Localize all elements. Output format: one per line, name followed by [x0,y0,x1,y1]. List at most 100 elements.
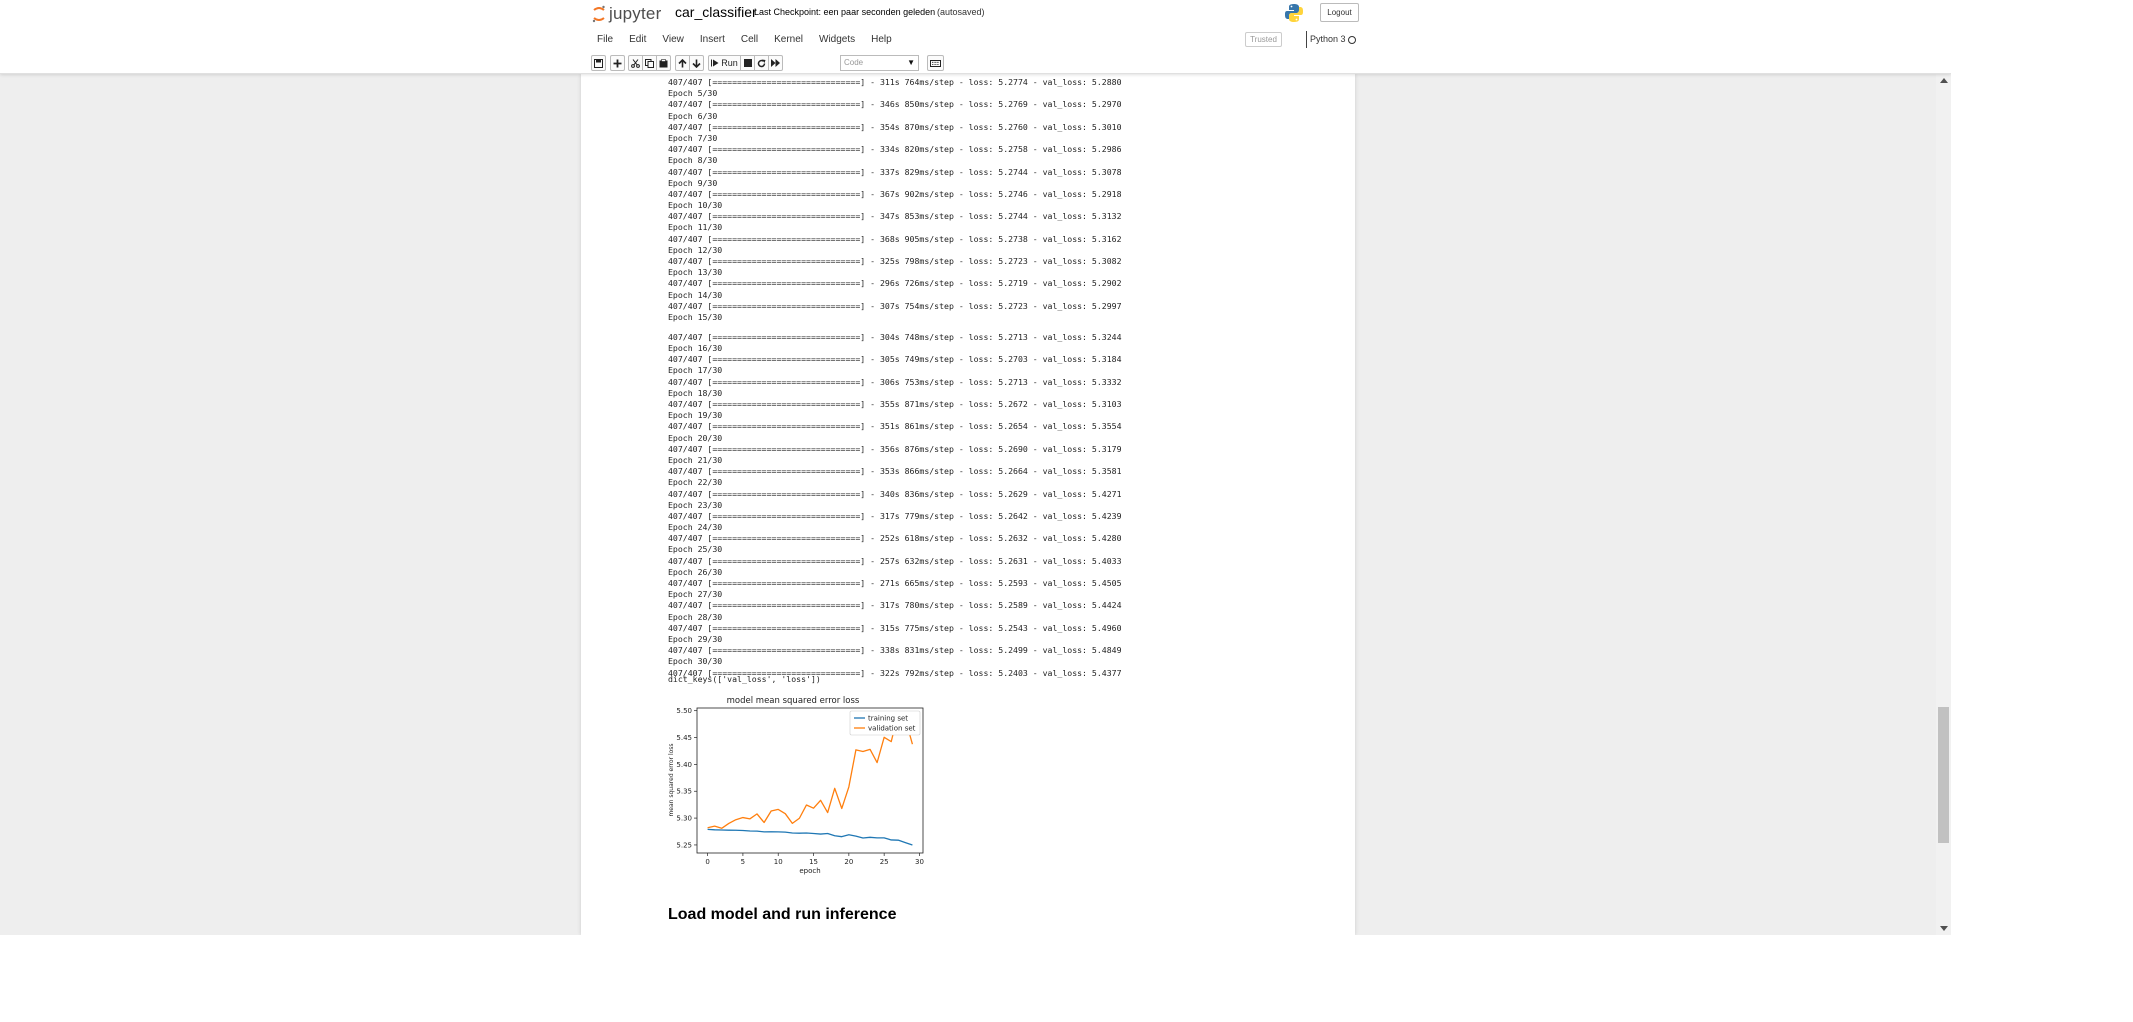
x-tick-label: 10 [774,858,783,866]
y-tick-label: 5.50 [676,707,692,715]
x-tick-label: 5 [741,858,745,866]
menu-help[interactable]: Help [871,34,892,45]
run-icon [711,59,719,67]
log-line: Epoch 20/30 [668,432,723,443]
y-axis: 5.25 5.30 5.35 5.40 5.45 5.50 [676,707,697,849]
output-gap [668,323,1122,332]
x-axis-label: epoch [799,867,820,875]
keyboard-icon [930,59,941,67]
log-line: Epoch 24/30 [668,522,723,533]
section-heading: Load model and run inference [668,906,897,923]
run-button[interactable]: Run [708,55,741,71]
log-line: Epoch 26/30 [668,566,723,577]
log-line: Epoch 22/30 [668,477,723,488]
arrow-down-icon [692,59,701,68]
x-tick-label: 30 [915,858,924,866]
menu-widgets[interactable]: Widgets [819,34,856,45]
log-line: Epoch 9/30 [668,177,718,188]
paste-icon [659,58,668,67]
chevron-down-icon: ▼ [907,58,915,67]
plus-icon [613,59,622,67]
log-line: 407/407 [==============================]… [668,233,1122,244]
log-line: 407/407 [==============================]… [668,166,1122,177]
restart-button[interactable] [754,55,769,71]
restart-run-all-button[interactable] [768,55,783,71]
series-line-training [707,828,913,846]
log-line: Epoch 14/30 [668,289,723,300]
log-line: 407/407 [==============================]… [668,399,1122,410]
menu-insert[interactable]: Insert [699,34,725,45]
jupyter-logo[interactable]: jupyter [592,3,661,25]
chart-legend: training set validation set [849,710,921,736]
menu-cell[interactable]: Cell [740,34,759,45]
loss-chart: model mean squared error loss 5.255.305.… [668,696,924,875]
menu-edit[interactable]: Edit [629,34,647,45]
log-line: Epoch 10/30 [668,200,723,211]
interrupt-button[interactable] [740,55,755,71]
log-line: Epoch 8/30 [668,155,718,166]
log-line: Epoch 12/30 [668,244,723,255]
scrollbar-thumb[interactable] [1938,707,1949,843]
y-tick-label: 5.35 [676,788,692,796]
log-line: 407/407 [==============================]… [668,555,1122,566]
trusted-badge[interactable]: Trusted [1245,32,1282,47]
cut-button[interactable] [628,55,643,71]
log-line: 407/407 [==============================]… [668,144,1122,155]
x-tick-label: 25 [880,858,889,866]
y-tick-label: 5.45 [676,734,692,742]
cell-type-value: Code [844,58,864,67]
notebook-name[interactable]: car_classifier [675,4,757,20]
chart-title: model mean squared error loss [727,696,860,706]
scroll-up-arrow-icon[interactable] [1940,78,1948,83]
log-line: Epoch 6/30 [668,110,718,121]
log-line: 407/407 [==============================]… [668,77,1122,87]
log-line: Epoch 17/30 [668,365,723,376]
log-line: Epoch 15/30 [668,311,723,322]
copy-button[interactable] [642,55,657,71]
menu-file[interactable]: File [597,34,614,45]
menu-view[interactable]: View [662,34,684,45]
save-button[interactable] [591,55,606,71]
command-palette-button[interactable] [927,55,944,71]
log-line: 407/407 [==============================]… [668,354,1122,365]
log-line: 407/407 [==============================]… [668,376,1122,387]
log-line: 407/407 [==============================]… [668,256,1122,266]
vertical-scrollbar[interactable] [1936,74,1951,935]
autosave-status: (autosaved) [937,7,985,17]
log-line: 407/407 [==============================]… [668,421,1122,432]
cell-output: 407/407 [==============================]… [668,77,1122,679]
log-line: Epoch 27/30 [668,589,723,600]
log-line: 407/407 [==============================]… [668,578,1122,589]
log-line: 407/407 [==============================]… [668,488,1122,499]
log-line: 407/407 [==============================]… [668,533,1122,544]
log-line: 407/407 [==============================]… [668,331,1122,342]
insert-cell-button[interactable] [610,55,625,71]
log-line: 407/407 [==============================]… [668,443,1122,454]
log-line: Epoch 7/30 [668,132,718,143]
scroll-down-arrow-icon[interactable] [1940,926,1948,931]
cell-type-select[interactable]: Code ▼ [840,55,919,71]
log-line: 407/407 [==============================]… [668,99,1122,110]
log-line: Epoch 16/30 [668,343,723,354]
kernel-name[interactable]: Python 3 [1306,31,1346,48]
log-line: 407/407 [==============================]… [668,188,1122,199]
log-line: 407/407 [==============================]… [668,600,1122,611]
log-line: 407/407 [==============================]… [668,278,1122,289]
log-line: Epoch 29/30 [668,633,723,644]
menu-kernel[interactable]: Kernel [774,34,804,45]
python-icon [1285,4,1303,22]
x-tick-label: 20 [844,858,853,866]
paste-button[interactable] [656,55,671,71]
move-up-button[interactable] [675,55,690,71]
restart-icon [757,59,766,67]
logout-button[interactable]: Logout [1320,3,1359,22]
series-line-validation [707,712,914,829]
save-icon [594,58,603,68]
notebook-header: jupyter car_classifier Last Checkpoint: … [0,0,1951,74]
log-line: Epoch 21/30 [668,454,723,465]
move-down-button[interactable] [689,55,704,71]
run-label: Run [721,58,738,68]
log-line: 407/407 [==============================]… [668,510,1122,521]
log-line: 407/407 [==============================]… [668,645,1122,656]
